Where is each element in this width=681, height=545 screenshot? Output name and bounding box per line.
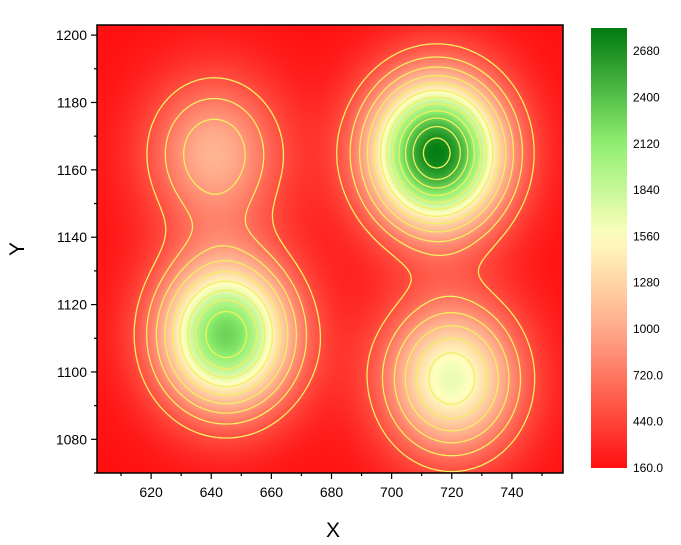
x-tick-label: 720 (440, 484, 464, 500)
x-axis: 620 640 660 680 700 720 740 (121, 473, 542, 500)
colorbar-tick-label: 160.0 (633, 461, 663, 475)
x-tick-label: 740 (500, 484, 524, 500)
x-axis-title: X (326, 519, 340, 542)
heatmap-surface (97, 25, 563, 473)
colorbar-tick-label: 440.0 (633, 415, 663, 429)
colorbar: 2680 2400 2120 1840 1560 1280 1000 720.0 440.0 16… (591, 28, 663, 475)
colorbar-tick-label: 2120 (633, 137, 660, 151)
plot-area (97, 25, 563, 473)
colorbar-tick-label: 1560 (633, 229, 660, 243)
colorbar-tick-label: 1280 (633, 276, 660, 290)
x-tick-label: 660 (260, 484, 284, 500)
y-tick-label: 1200 (56, 27, 87, 43)
y-tick-label: 1100 (57, 364, 87, 380)
colorbar-tick-label: 1840 (633, 183, 660, 197)
y-tick-label: 1160 (57, 162, 87, 178)
y-tick-label: 1080 (56, 431, 87, 447)
y-tick-label: 1120 (57, 297, 87, 313)
x-tick-label: 620 (139, 484, 163, 500)
x-tick-label: 700 (380, 484, 404, 500)
colorbar-tick-label: 1000 (633, 322, 660, 336)
colorbar-tick-label: 2400 (633, 90, 660, 104)
colorbar-labels: 2680 2400 2120 1840 1560 1280 1000 720.0 440.0 16… (633, 44, 663, 475)
x-tick-label: 680 (320, 484, 344, 500)
colorbar-gradient (591, 28, 627, 468)
y-axis-title: Y (6, 242, 29, 256)
y-tick-label: 1180 (57, 94, 87, 110)
y-axis: 1080 1100 1120 1140 1160 1180 1200 (56, 27, 97, 473)
y-tick-label: 1140 (57, 229, 87, 245)
colorbar-tick-label: 2680 (633, 44, 660, 58)
x-tick-label: 640 (200, 484, 224, 500)
colorbar-tick-label: 720.0 (633, 368, 663, 382)
